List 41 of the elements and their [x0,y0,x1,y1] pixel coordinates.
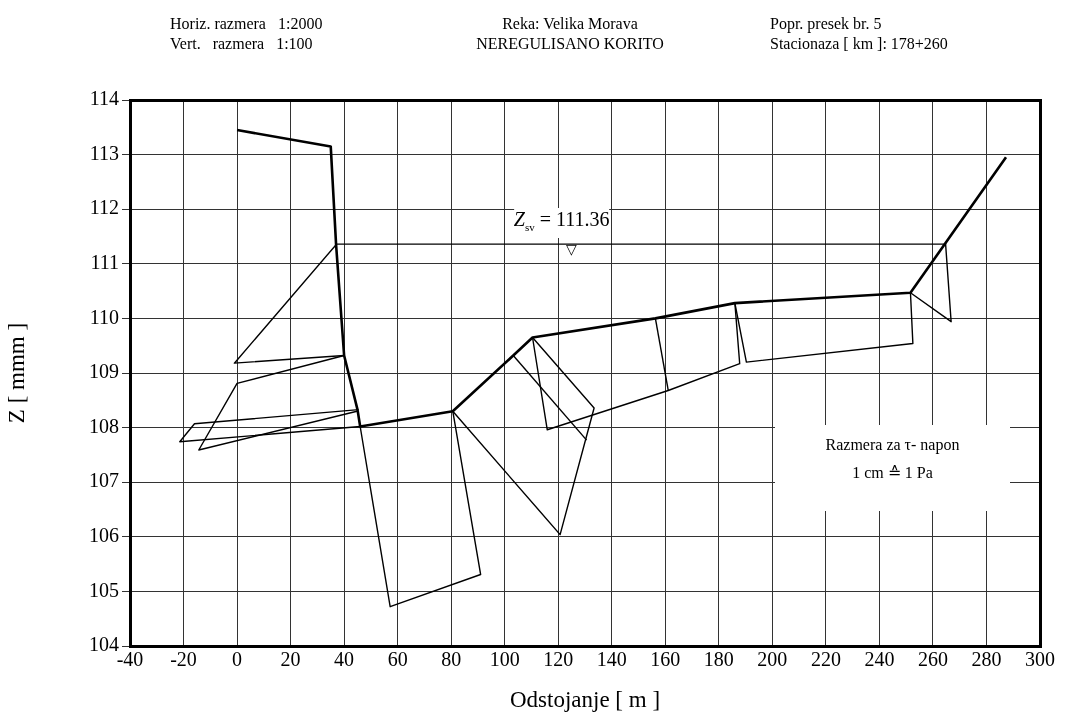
x-tick-label: 260 [917,648,948,671]
x-tick-label: -20 [170,648,197,671]
note-box: Razmera za τ- napon 1 cm ≙ 1 Pa [775,425,1010,511]
x-tick-label: 20 [280,648,301,671]
text: Popr. presek br. 5 [770,14,882,33]
annotation: ▽ [565,242,577,258]
y-tick-label: 105 [89,578,119,601]
x-tick-label: 280 [971,648,1002,671]
text: Vert. razmera 1:100 [170,34,313,53]
y-tick-label: 109 [89,360,119,383]
x-tick-label: 0 [232,648,243,671]
x-tick-label: 220 [810,648,841,671]
x-tick-label: 120 [543,648,574,671]
y-tick-label: 113 [89,141,119,164]
y-tick-label: 111 [90,251,119,274]
annotation: 1 cm ≙ 1 Pa [851,463,934,483]
y-tick-label: 106 [89,524,119,547]
y-axis-title: Z [ mmm ] [3,322,29,424]
text: Stacionaza [ km ]: 178+260 [770,34,948,53]
y-tick-label: 108 [89,414,119,437]
x-tick-label: 40 [334,648,355,671]
x-tick-label: 80 [441,648,462,671]
x-tick-label: 160 [650,648,681,671]
x-tick-label: 200 [757,648,788,671]
annotation: Z$_{sv}$ = 111.36 [513,208,610,239]
x-tick-label: 140 [596,648,627,671]
y-tick-label: 110 [89,305,119,328]
x-tick-label: 300 [1025,648,1055,671]
x-tick-label: 240 [864,648,895,671]
x-tick-label: 100 [489,648,520,671]
y-tick-label: 104 [89,633,119,656]
x-tick-label: 180 [703,648,734,671]
x-tick-label: 60 [387,648,408,671]
y-tick-label: 114 [89,87,119,110]
text: NEREGULISANO KORITO [475,34,665,53]
x-axis-title: Odstojanje [ m ] [509,687,661,713]
annotation: Razmera za τ- napon [824,435,961,456]
text: Reka: Velika Morava [501,14,639,33]
y-tick-label: 112 [89,196,119,219]
y-tick-label: 107 [89,469,119,492]
text: Horiz. razmera 1:2000 [170,14,323,33]
